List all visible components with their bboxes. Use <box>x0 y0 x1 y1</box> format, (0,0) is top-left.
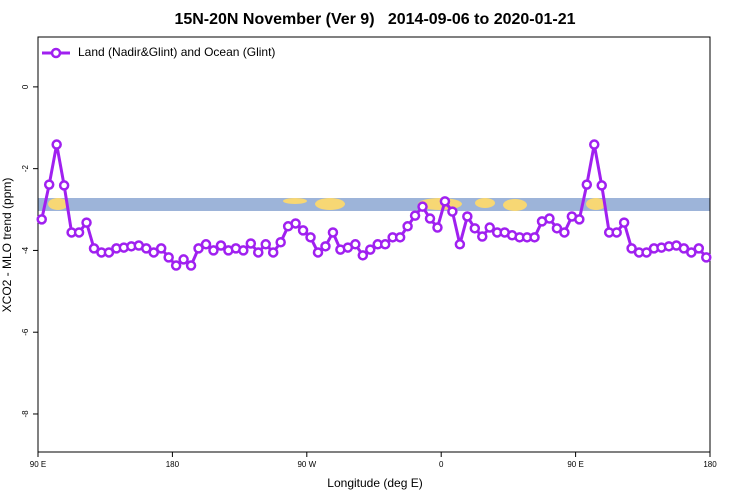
data-point <box>394 232 406 243</box>
data-point <box>245 238 257 249</box>
data-point <box>290 218 301 229</box>
data-point <box>73 227 85 238</box>
data-point <box>678 243 690 254</box>
data-point <box>618 217 630 228</box>
data-point <box>320 241 331 252</box>
data-point <box>185 260 197 271</box>
land-patch <box>475 198 495 208</box>
data-point <box>611 227 622 238</box>
x-axis-label: Longitude (deg E) <box>327 476 422 490</box>
data-point <box>170 260 182 271</box>
data-point <box>581 179 593 190</box>
data-point <box>267 247 279 258</box>
data-point <box>574 214 585 225</box>
data-point <box>589 139 600 150</box>
data-point <box>417 201 428 212</box>
land-patch <box>586 198 606 210</box>
data-point <box>365 244 376 255</box>
data-point <box>215 240 227 251</box>
data-point <box>484 222 495 233</box>
land-patch <box>315 198 345 210</box>
data-point <box>402 221 413 232</box>
data-point <box>596 180 607 191</box>
data-point <box>88 243 100 254</box>
data-point <box>641 247 652 258</box>
y-tick-label: -2 <box>21 165 30 173</box>
y-tick-label: -6 <box>21 328 30 336</box>
land-patch <box>503 199 527 211</box>
data-point <box>424 213 436 224</box>
land-patch <box>48 198 68 210</box>
x-tick-label: 90 E <box>567 460 583 469</box>
data-point <box>43 179 55 190</box>
chart-title: 15N-20N November (Ver 9) 2014-09-06 to 2… <box>174 11 575 28</box>
y-tick-label: -4 <box>21 246 30 254</box>
data-point <box>529 232 540 243</box>
x-tick-label: 90 W <box>297 460 316 469</box>
y-tick-label: -8 <box>21 410 30 418</box>
x-tick-label: 180 <box>166 460 180 469</box>
data-point <box>357 250 369 261</box>
data-point <box>208 245 219 256</box>
y-axis-label: XCO2 - MLO trend (ppm) <box>0 178 14 313</box>
data-point <box>447 206 458 217</box>
data-point <box>477 231 488 242</box>
data-point <box>379 239 391 250</box>
data-point <box>439 196 451 207</box>
data-point <box>58 180 70 191</box>
data-point <box>253 247 264 258</box>
legend-label: Land (Nadir&Glint) and Ocean (Glint) <box>78 45 275 59</box>
map-strip <box>38 198 710 211</box>
data-point <box>409 210 421 221</box>
data-point <box>163 252 174 263</box>
data-point <box>178 254 189 265</box>
y-tick-label: 0 <box>21 84 30 89</box>
data-point <box>36 214 47 225</box>
plot-frame <box>37 36 711 453</box>
data-point <box>238 245 249 256</box>
data-point <box>686 247 697 258</box>
data-point <box>701 252 712 263</box>
data-point <box>148 247 159 258</box>
land-patch <box>283 198 307 204</box>
data-point <box>103 247 115 258</box>
x-tick-label: 90 E <box>30 460 46 469</box>
data-point <box>551 223 563 234</box>
data-point <box>200 239 212 250</box>
data-point <box>559 227 570 238</box>
legend-marker <box>50 47 62 59</box>
data-point <box>626 243 637 254</box>
data-point <box>260 239 271 250</box>
data-point <box>432 222 443 233</box>
data-point <box>275 237 286 248</box>
x-tick-label: 180 <box>703 460 717 469</box>
data-point <box>350 239 361 250</box>
data-point <box>693 243 705 254</box>
data-point <box>141 243 152 254</box>
data-point <box>155 243 167 254</box>
data-point <box>327 227 339 238</box>
data-point <box>51 139 62 150</box>
ocean-band <box>38 198 710 211</box>
data-point <box>305 232 316 243</box>
data-point <box>462 211 473 222</box>
data-point <box>312 247 324 258</box>
data-point <box>81 217 92 228</box>
x-tick-label: 0 <box>439 460 444 469</box>
data-point <box>193 243 204 254</box>
data-point <box>544 213 555 224</box>
data-point <box>297 225 309 236</box>
data-point <box>454 239 466 250</box>
data-point <box>469 223 481 234</box>
